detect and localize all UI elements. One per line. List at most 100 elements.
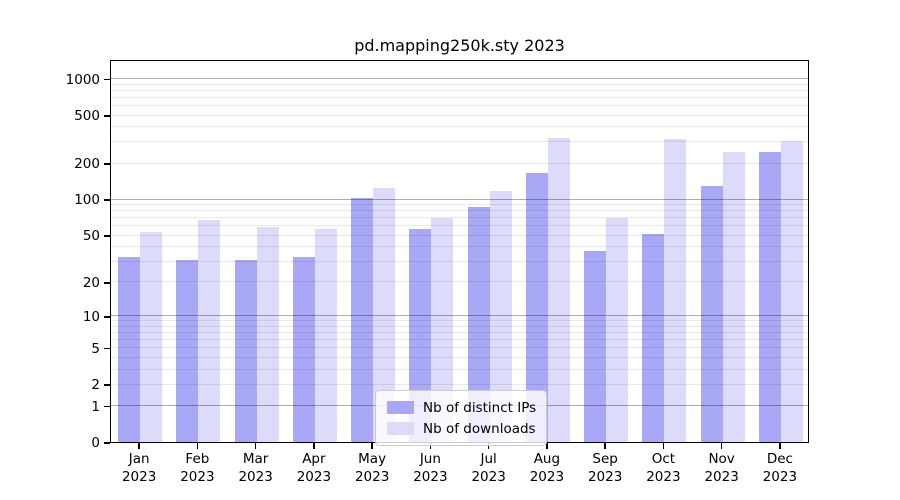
x-tick-year: 2023: [471, 469, 506, 485]
gridline: [111, 89, 808, 91]
x-tick-mark: [254, 443, 257, 449]
x-tick-mark: [720, 443, 723, 449]
y-tick-label: 10: [82, 308, 100, 325]
y-tick-mark: [104, 405, 110, 408]
legend-item: Nb of downloads: [387, 418, 536, 439]
y-tick-label: 2: [91, 377, 100, 394]
y-tick-mark: [104, 384, 110, 386]
x-tick-label-aug: Aug 2023: [515, 450, 579, 486]
bar-downloads-jul: [489, 191, 512, 442]
x-tick-mark: [313, 443, 315, 449]
y-tick-label: 500: [74, 107, 100, 124]
x-tick-month: Oct: [651, 451, 676, 467]
y-tick-mark: [104, 78, 110, 81]
y-tick-mark: [104, 282, 110, 284]
bar-downloads-mar: [256, 226, 279, 442]
bar-ips-nov: [700, 186, 723, 442]
bar-ips-oct: [642, 234, 665, 442]
gridline: [111, 356, 808, 358]
gridline: [111, 114, 808, 116]
gridline: [111, 234, 808, 236]
gridline: [111, 104, 808, 106]
x-tick-month: Nov: [708, 451, 735, 467]
gridline: [111, 339, 808, 341]
x-tick-label-oct: Oct 2023: [631, 450, 695, 486]
y-tick-label: 1000: [65, 71, 100, 88]
x-tick-month: Sep: [592, 451, 618, 467]
y-tick-mark: [104, 316, 110, 318]
bar-downloads-apr: [314, 229, 337, 442]
legend-swatch: [387, 401, 414, 414]
y-tick-label: 200: [74, 156, 100, 173]
x-tick-mark: [371, 443, 373, 449]
x-tick-label-sep: Sep 2023: [573, 450, 637, 486]
gridline: [111, 217, 808, 219]
gridline: [111, 325, 808, 327]
x-tick-mark: [429, 443, 432, 449]
x-tick-label-may: May 2023: [340, 450, 404, 486]
y-tick-label: 20: [82, 274, 100, 291]
legend-label: Nb of distinct IPs: [423, 399, 537, 416]
x-tick-year: 2023: [587, 469, 623, 485]
gridline: [111, 225, 808, 227]
bar-ips-feb: [176, 259, 199, 442]
x-tick-year: 2023: [238, 469, 273, 485]
x-tick-year: 2023: [762, 469, 798, 485]
x-tick-month: Mar: [242, 451, 269, 467]
chart-title: pd.mapping250k.sty 2023: [354, 36, 565, 55]
gridline: [111, 83, 808, 85]
x-tick-year: 2023: [529, 469, 565, 485]
x-tick-month: Dec: [766, 451, 793, 467]
gridline: [111, 204, 808, 206]
x-tick-year: 2023: [354, 469, 390, 485]
gridline: [111, 162, 808, 164]
bar-ips-sep: [584, 250, 607, 442]
y-tick-label: 100: [74, 192, 100, 209]
x-tick-month: Jun: [419, 451, 441, 467]
x-tick-mark: [196, 443, 199, 449]
gridline: [111, 198, 808, 200]
bar-downloads-dec: [780, 141, 803, 442]
x-tick-year: 2023: [180, 469, 215, 485]
legend-label: Nb of downloads: [423, 420, 536, 437]
x-tick-year: 2023: [704, 469, 739, 485]
y-tick-label: 0: [91, 435, 100, 451]
x-tick-month: Apr: [302, 451, 326, 467]
x-tick-mark: [546, 443, 548, 449]
x-tick-label-dec: Dec 2023: [748, 450, 812, 486]
bar-downloads-aug: [547, 138, 570, 442]
gridline: [111, 260, 808, 262]
gridline: [111, 96, 808, 98]
y-tick-mark: [104, 115, 110, 117]
bar-ips-jul: [467, 207, 490, 442]
gridline: [111, 368, 808, 370]
legend: Nb of distinct IPs Nb of downloads: [375, 390, 548, 446]
gridline: [111, 281, 808, 283]
legend-swatch: [387, 422, 414, 435]
bar-ips-mar: [234, 259, 257, 442]
x-tick-label-nov: Nov 2023: [690, 450, 754, 486]
gridline: [111, 246, 808, 248]
x-tick-month: Feb: [185, 451, 210, 467]
bar-ips-apr: [292, 256, 315, 442]
gridline: [111, 210, 808, 212]
x-tick-year: 2023: [121, 469, 157, 485]
y-tick-mark: [104, 199, 110, 201]
bar-ips-dec: [758, 152, 781, 442]
bar-ips-jan: [118, 256, 141, 442]
bar-downloads-may: [373, 188, 396, 442]
x-tick-mark: [138, 443, 140, 449]
gridline: [111, 332, 808, 334]
plot-area: Nb of distinct IPs Nb of downloads: [110, 60, 809, 446]
gridline: [111, 383, 808, 385]
y-tick-label: 5: [91, 340, 100, 357]
x-tick-mark: [487, 443, 490, 449]
x-tick-label-jul: Jul 2023: [457, 450, 521, 486]
y-tick-mark: [104, 442, 110, 444]
bar-downloads-sep: [606, 217, 629, 442]
bar-downloads-jun: [431, 217, 454, 442]
bar-downloads-jan: [140, 232, 163, 442]
x-tick-label-jun: Jun 2023: [398, 450, 462, 486]
bar-ips-jun: [409, 229, 432, 442]
